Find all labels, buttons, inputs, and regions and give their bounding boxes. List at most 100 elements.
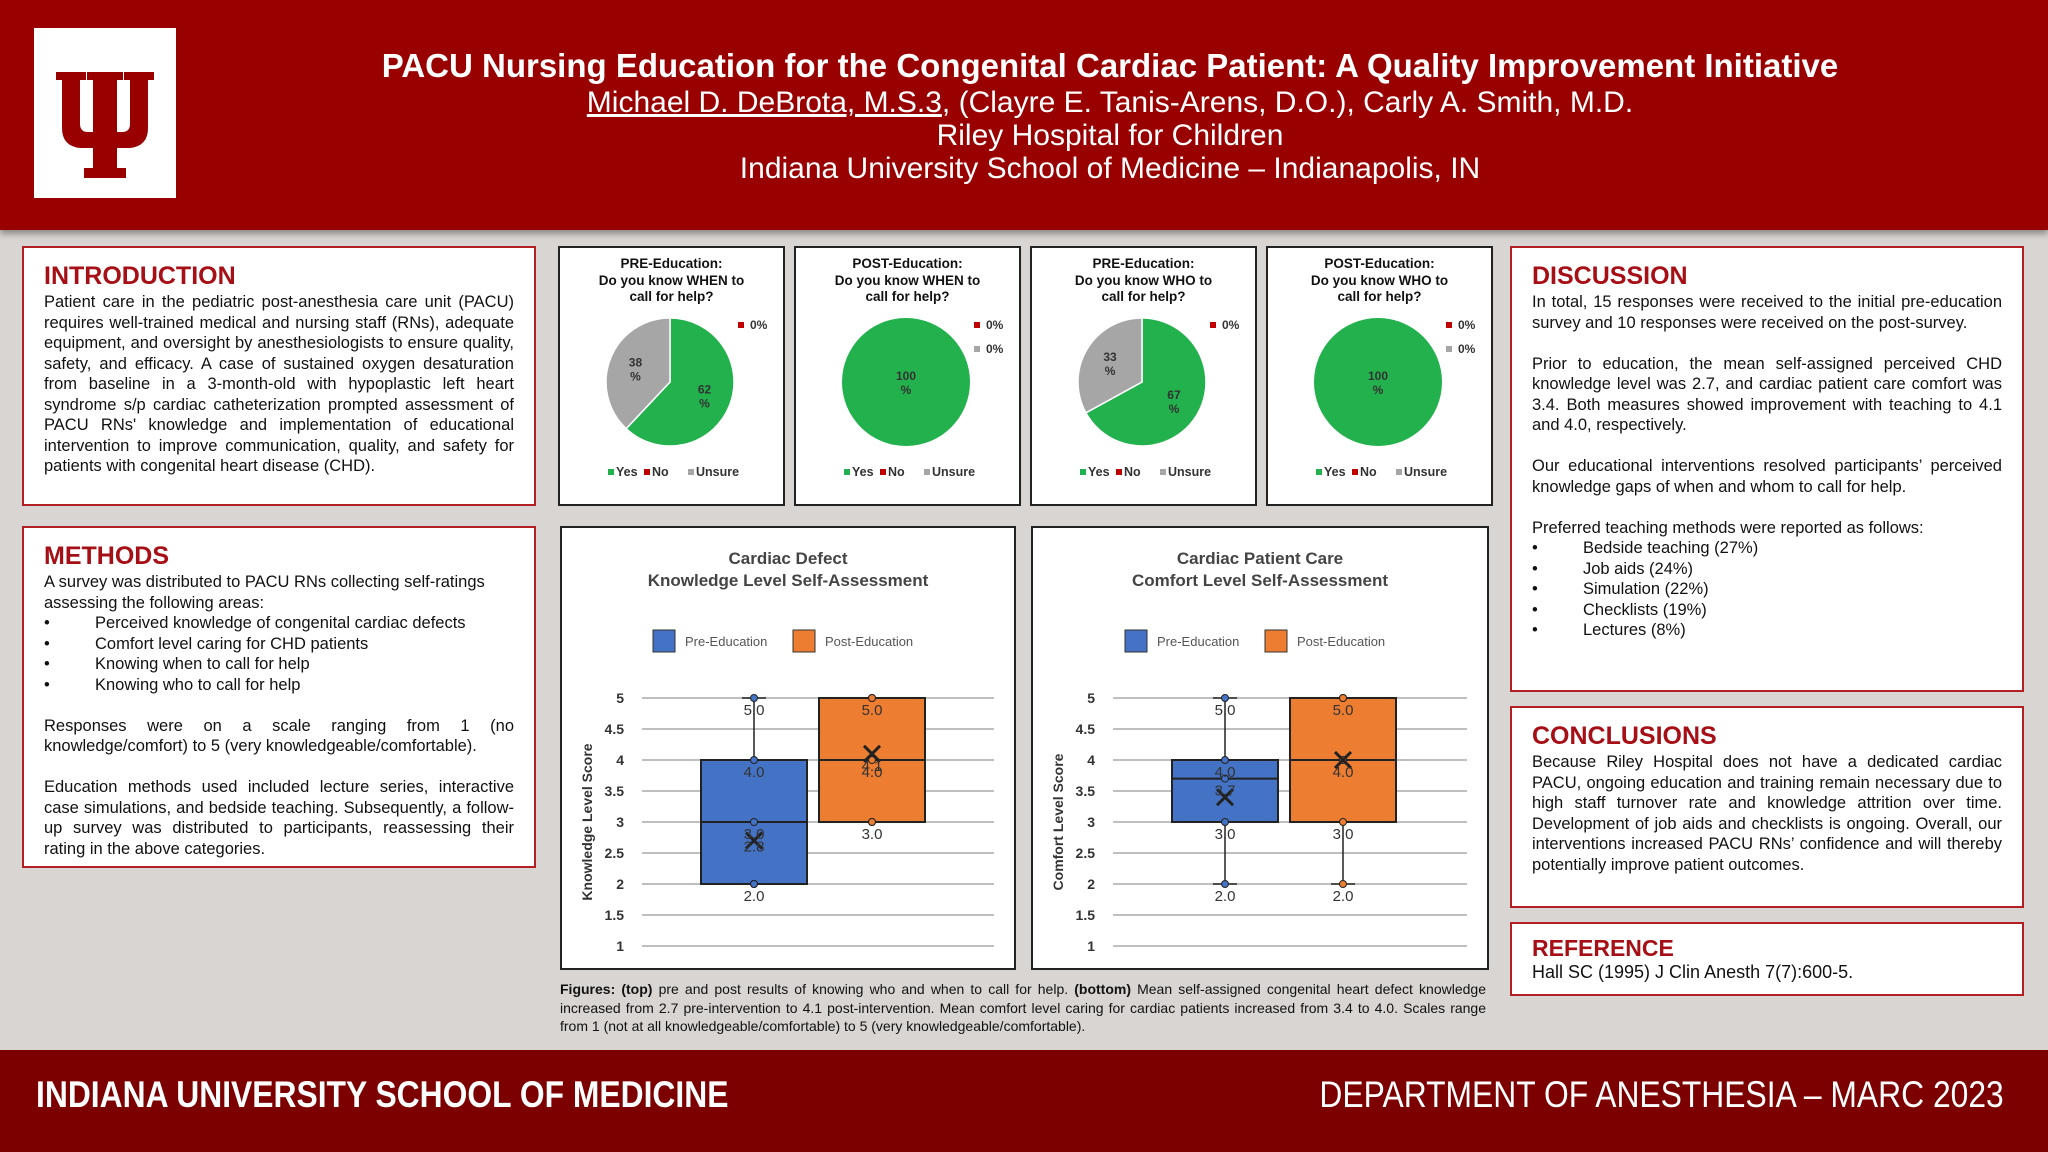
chart-title-line: call for help?: [1337, 289, 1422, 304]
data-label: 4.0: [862, 764, 883, 781]
data-label: 100: [1368, 369, 1388, 383]
data-label: 4.0: [744, 764, 765, 781]
list-item: Knowing when to call for help: [44, 654, 514, 675]
caption-top-text: pre and post results of knowing who and …: [652, 981, 1075, 997]
y-tick-label: 5: [1087, 690, 1095, 706]
pie-slice-yes: [1084, 317, 1207, 447]
legend-entry: No: [1360, 465, 1377, 479]
legend-swatch: [1316, 469, 1322, 475]
data-label: 5.0: [862, 702, 883, 719]
chart-title-line: call for help?: [865, 289, 950, 304]
quartile-point: [1339, 694, 1347, 702]
list-item: Perceived knowledge of congenital cardia…: [44, 613, 514, 634]
quartile-point: [1221, 818, 1229, 826]
quartile-point: [1221, 880, 1229, 888]
pie-slice-unsure: [605, 317, 671, 430]
quartile-point: [1221, 756, 1229, 764]
methods-section: METHODS A survey was distributed to PACU…: [22, 526, 536, 868]
chart-title-line: PRE-Education:: [620, 256, 723, 271]
data-label: 4.1: [862, 758, 883, 775]
pie-slice-yes: [625, 317, 735, 447]
pie-svg: 100% 0% 0% Yes No Unsure: [1314, 318, 1476, 479]
pie-chart-post-who: POST-Education: Do you know WHO to call fo…: [1266, 246, 1493, 506]
data-label: 3.7: [1215, 783, 1236, 800]
legend-swatch: [1160, 469, 1166, 475]
other-authors: , (Clayre E. Tanis-Arens, D.O.), Carly A…: [941, 86, 1634, 119]
chart-title-line: POST-Education:: [852, 256, 963, 271]
y-tick-label: 4.5: [605, 721, 625, 737]
legend-swatch: [1396, 469, 1402, 475]
legend-swatch: [1080, 469, 1086, 475]
iu-logo: [34, 28, 176, 198]
legend-swatch: [1124, 629, 1148, 653]
data-label: 3.0: [1215, 826, 1236, 843]
caption-bottom-text: Mean self-assigned congenital heart defe…: [560, 981, 1486, 1034]
data-label: 5.0: [1333, 702, 1354, 719]
y-tick-label: 1: [616, 938, 624, 954]
introduction-heading: INTRODUCTION: [44, 262, 236, 290]
zero-marker: [1210, 322, 1216, 328]
header-banner: [0, 0, 2048, 230]
quartile-point: [750, 694, 758, 702]
chart-title-line: call for help?: [1101, 289, 1186, 304]
quartile-point: [750, 880, 758, 888]
pie-slice-unsure: [1077, 317, 1143, 414]
methods-list: Perceived knowledge of congenital cardia…: [44, 613, 514, 695]
legend-entry: Unsure: [932, 465, 975, 479]
data-label: %: [1105, 364, 1116, 378]
legend-entry: Yes: [1088, 465, 1110, 479]
footer-right: DEPARTMENT OF ANESTHESIA – MARC 2023: [1319, 1074, 2004, 1115]
footer-left: INDIANA UNIVERSITY SCHOOL OF MEDICINE: [36, 1074, 729, 1115]
caption-bottom-label: (bottom): [1074, 981, 1131, 997]
y-tick-label: 1.5: [1076, 907, 1096, 923]
pie-chart-post-when: POST-Education: Do you know WHEN to call f…: [794, 246, 1021, 506]
legend-swatch: [880, 469, 886, 475]
pie-svg: 100% 0% 0% Yes No Unsure: [842, 318, 1004, 479]
methods-education-text: Education methods used included lecture …: [44, 778, 514, 858]
chart-title-line: Do you know WHEN to: [598, 272, 745, 288]
chart-title-line: Do you know WHO to: [1074, 272, 1213, 288]
pie-chart-pre-when: PRE-Education: Do you know WHEN to call fo…: [558, 246, 785, 506]
zero-marker: [974, 346, 980, 352]
chart-title-line: Do you know WHEN to: [834, 272, 981, 288]
chart-title: POST-Education: Do you know WHO to call fo…: [1268, 256, 1491, 306]
data-label: 2.0: [1333, 888, 1354, 905]
data-label: 2.8: [744, 838, 765, 855]
list-item: Knowing who to call for help: [44, 675, 514, 696]
data-label: 2.0: [744, 888, 765, 905]
quartile-point: [1339, 880, 1347, 888]
methods-intro: A survey was distributed to PACU RNs col…: [44, 573, 485, 612]
zero-marker: [974, 322, 980, 328]
boxplot-knowledge: Cardiac Defect Knowledge Level Self-Asses…: [579, 549, 994, 954]
mean-marker: [1215, 788, 1235, 807]
legend-entry: Pre-Education: [1157, 634, 1239, 649]
legend-entry: Yes: [852, 465, 874, 479]
list-item: Job aids (24%): [1532, 559, 2002, 580]
legend-swatch: [1352, 469, 1358, 475]
data-label: 4.0: [1333, 764, 1354, 781]
data-label: 33: [1103, 350, 1117, 364]
mean-marker: [1333, 750, 1353, 770]
data-label: 0%: [986, 318, 1004, 332]
chart-title: Comfort Level Self-Assessment: [1132, 571, 1388, 590]
discussion-heading: DISCUSSION: [1532, 262, 1688, 290]
quartile-point: [750, 818, 758, 826]
legend-entry: Post-Education: [1297, 634, 1385, 649]
data-label: 62: [698, 383, 712, 397]
boxplot-comfort-panel: Cardiac Patient Care Comfort Level Self-A…: [1031, 526, 1489, 970]
data-label: 0%: [986, 342, 1004, 356]
caption-label: Figures:: [560, 981, 616, 997]
pie-slice-yes: [842, 318, 970, 446]
y-tick-label: 2: [616, 876, 624, 892]
legend-swatch: [844, 469, 850, 475]
boxplot-knowledge-panel: Cardiac Defect Knowledge Level Self-Asses…: [560, 526, 1016, 970]
data-label: 5.0: [1215, 702, 1236, 719]
caption-top-label: (top): [621, 981, 653, 997]
footer-banner: [0, 1050, 2048, 1152]
data-label: 38: [629, 355, 643, 369]
chart-title: Cardiac Patient Care: [1177, 549, 1343, 568]
chart-title-line: call for help?: [629, 289, 714, 304]
boxplot-comfort: Cardiac Patient Care Comfort Level Self-A…: [1050, 549, 1467, 954]
y-tick-label: 4.5: [1076, 721, 1096, 737]
chart-title: Cardiac Defect: [728, 549, 847, 568]
